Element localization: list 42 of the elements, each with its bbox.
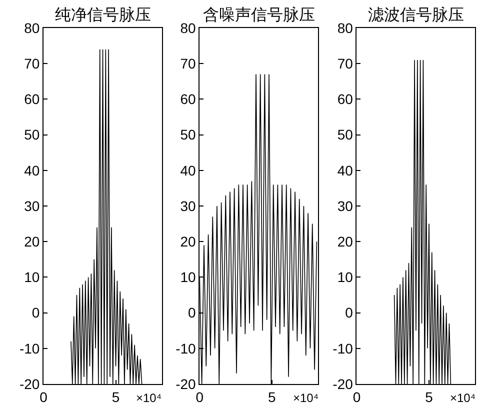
- y-tick-label: 40: [180, 162, 196, 178]
- y-tick-label: 30: [337, 198, 354, 214]
- chart-title: 纯净信号脉压: [55, 6, 151, 24]
- text: ×10⁴: [450, 391, 476, 405]
- y-tick-label: 0: [188, 304, 196, 321]
- y-tick-label: -20: [176, 376, 196, 392]
- y-tick-label: 70: [180, 56, 196, 72]
- y-tick-label: 40: [337, 162, 354, 178]
- y-tick-label: 60: [180, 91, 196, 108]
- y-tick-label: -10: [176, 340, 196, 356]
- y-tick-label: 50: [180, 126, 196, 143]
- chart-title: 滤波信号脉压: [368, 6, 464, 24]
- y-tick-label: 30: [180, 198, 196, 214]
- x-tick-label: 5: [112, 388, 120, 405]
- y-tick-label: 20: [24, 234, 40, 250]
- y-tick-label: 10: [24, 269, 40, 286]
- y-tick-label: 80: [24, 20, 40, 36]
- text: ×10⁴: [293, 391, 319, 405]
- y-tick-label: -20: [332, 376, 354, 392]
- y-tick-label: 60: [24, 91, 40, 108]
- y-tick-label: 10: [180, 269, 196, 286]
- y-tick-label: -20: [19, 376, 40, 392]
- x-tick-label: 5: [425, 388, 434, 405]
- y-tick-label: 80: [337, 20, 354, 36]
- text: ×10⁴: [136, 391, 162, 405]
- y-tick-label: 50: [337, 126, 354, 143]
- y-tick-label: 60: [337, 91, 354, 108]
- y-tick-label: 70: [24, 56, 40, 72]
- y-tick-label: 20: [180, 234, 196, 250]
- y-tick-label: 30: [24, 198, 40, 214]
- chart-title: 含噪声信号脉压: [203, 6, 315, 24]
- y-tick-label: -10: [332, 340, 354, 356]
- x-tick-label: 5: [268, 388, 276, 405]
- y-tick-label: 0: [345, 304, 354, 321]
- y-tick-label: 40: [24, 162, 40, 178]
- y-tick-label: 0: [32, 304, 40, 321]
- y-tick-label: 70: [337, 56, 354, 72]
- y-tick-label: 80: [180, 20, 196, 36]
- y-tick-label: 50: [24, 126, 40, 143]
- y-tick-label: 10: [337, 269, 354, 286]
- y-tick-label: -10: [19, 340, 40, 356]
- y-tick-label: 20: [337, 234, 354, 250]
